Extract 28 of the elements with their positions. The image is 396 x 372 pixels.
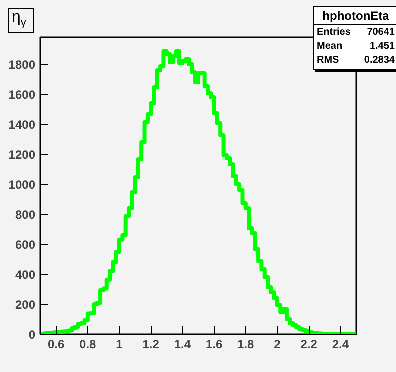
x-tick-label: 2.2 (300, 338, 318, 352)
text: 70641 (367, 26, 395, 40)
y-tick-label: 1600 (8, 88, 36, 102)
x-tick-label: 2.4 (332, 338, 350, 352)
annotation: RMS (317, 54, 340, 68)
y-tick-label: 600 (15, 238, 36, 252)
y-tick-label: 1800 (8, 58, 36, 72)
x-tick-label: 1.6 (206, 338, 223, 352)
text: 1.451 (370, 40, 395, 54)
chart-title: η$_{γ}$ (8, 8, 34, 33)
x-tick-label: 2 (274, 338, 282, 352)
x-tick-label: 1.2 (142, 338, 160, 352)
x-tick-label: 0.8 (80, 338, 97, 352)
y-tick-label: 0 (28, 328, 36, 342)
text: hphotonEta (314, 7, 396, 25)
y-tick-label: 400 (15, 268, 36, 282)
y-tick-label: 200 (15, 298, 36, 312)
x-tick-label: 1 (116, 338, 124, 352)
x-tick-label: 0.6 (48, 338, 65, 352)
x-tick-label: 1.4 (174, 338, 192, 352)
y-tick-label: 800 (15, 208, 36, 222)
y-tick-label: 1200 (8, 148, 36, 162)
text: 0.2834 (364, 54, 395, 68)
y-tick-label: 1000 (8, 178, 36, 192)
annotation: Entries (317, 26, 351, 40)
annotation: Mean (317, 40, 343, 54)
x-tick-label: 1.8 (238, 338, 255, 352)
y-tick-label: 1400 (8, 118, 36, 132)
